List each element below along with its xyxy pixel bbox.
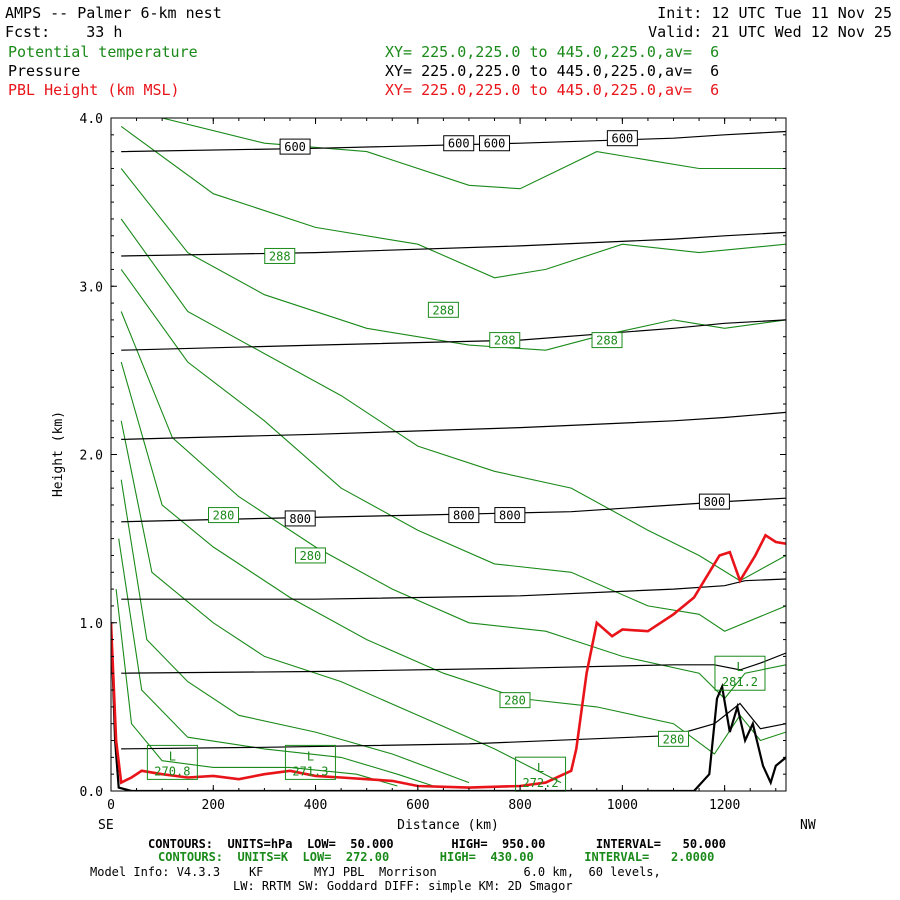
theta-contour-290 <box>120 125 786 279</box>
theta-contour-label: 280 <box>663 732 685 746</box>
pressure-contour-label: 600 <box>484 137 506 151</box>
theta-contour-label: 280 <box>504 694 526 708</box>
y-tick-label: 1.0 <box>80 617 103 632</box>
x-tick-label: 200 <box>202 798 225 813</box>
field-label-theta: Potential temperature <box>8 43 198 61</box>
pressure-contour-700 <box>121 319 786 351</box>
theta-contour-label: 280 <box>213 509 235 523</box>
y-tick-label: 2.0 <box>80 449 103 464</box>
theta-contour-label: 288 <box>494 334 516 348</box>
contour-label-box <box>606 130 638 147</box>
low-center-marker: L <box>537 761 544 775</box>
pressure-contour-850 <box>121 578 786 600</box>
x-tick-label: 800 <box>508 798 531 813</box>
x-axis-label: Distance (km) <box>397 818 499 833</box>
low-center-value: 281.2 <box>722 675 758 689</box>
contour-label-box <box>208 507 239 524</box>
low-center-marker: L <box>307 749 314 763</box>
contour-label-box <box>448 507 480 524</box>
x-tick-label: 1000 <box>607 798 638 813</box>
low-center-box <box>714 655 766 691</box>
pressure-contour-750 <box>121 411 786 440</box>
valid-time: Valid: 21 UTC Wed 12 Nov 25 <box>648 23 892 41</box>
theta-contour-292 <box>161 118 786 190</box>
footer-theta-contours: CONTOURS: UNITS=K LOW= 272.00 HIGH= 430.… <box>158 850 715 864</box>
contour-label-box <box>279 138 311 155</box>
low-center-box <box>146 744 198 780</box>
pressure-contour-label: 600 <box>612 132 634 146</box>
low-center-value: 272.2 <box>522 776 558 790</box>
pressure-contour-label: 800 <box>453 509 475 523</box>
pressure-contour-label: 800 <box>289 512 311 526</box>
contour-label-box <box>264 247 296 264</box>
contour-label-box <box>294 547 326 564</box>
pressure-contour-950 <box>121 702 786 750</box>
theta-contour-280 <box>120 361 786 755</box>
terrain-line <box>111 622 786 791</box>
theta-contour-274 <box>118 538 439 789</box>
theta-contour-label: 288 <box>596 334 618 348</box>
theta-contour-276 <box>120 479 470 784</box>
x-end-label-se: SE <box>98 818 114 833</box>
theta-contour-282 <box>120 311 786 700</box>
contour-label-box <box>427 301 459 318</box>
y-tick-label: 0.0 <box>80 785 103 800</box>
x-tick-label: 0 <box>107 798 115 813</box>
init-time: Init: 12 UTC Tue 11 Nov 25 <box>657 4 892 22</box>
field-label-pressure: Pressure <box>8 62 81 80</box>
contour-label-box <box>489 332 521 349</box>
plot-frame <box>110 117 787 792</box>
pressure-contour-650 <box>121 231 786 257</box>
contour-label-box <box>479 135 511 152</box>
contour-label-box <box>658 730 689 747</box>
low-center-value: 270.8 <box>154 764 190 778</box>
app-title: AMPS -- Palmer 6-km nest <box>5 4 222 22</box>
contour-label-box <box>591 332 623 349</box>
footer-model-info: Model Info: V4.3.3 KF MYJ PBL Morrison 6… <box>90 865 661 879</box>
pressure-contour-label: 800 <box>499 509 521 523</box>
field-xy-pbl: XY= 225.0,225.0 to 445.0,225.0,av= 6 <box>385 81 720 99</box>
y-tick-label: 4.0 <box>80 112 103 127</box>
x-tick-label: 1200 <box>709 798 740 813</box>
footer-pressure-contours: CONTOURS: UNITS=hPa LOW= 50.000 HIGH= 95… <box>148 837 726 851</box>
contour-label-box <box>698 493 730 510</box>
theta-contour-284 <box>120 269 786 632</box>
field-xy-theta: XY= 225.0,225.0 to 445.0,225.0,av= 6 <box>385 43 720 61</box>
x-end-label-nw: NW <box>800 818 816 833</box>
footer-physics-info: LW: RRTM SW: Goddard DIFF: simple KM: 2D… <box>233 879 573 893</box>
low-center-marker: L <box>736 660 743 674</box>
theta-contour-278 <box>120 420 562 784</box>
field-xy-pressure: XY= 225.0,225.0 to 445.0,225.0,av= 6 <box>385 62 720 80</box>
low-center-value: 271.3 <box>292 764 328 778</box>
x-tick-label: 600 <box>406 798 429 813</box>
cross-section-chart: 600 600 600 600 800 800 800 800 288 288 288 288 280 2… <box>51 112 816 833</box>
pressure-contour-label: 600 <box>448 137 470 151</box>
y-axis-label: Height (km) <box>51 411 66 497</box>
theta-contour-286 <box>120 218 786 582</box>
forecast-hour: Fcst: 33 h <box>5 23 123 41</box>
y-tick-label: 3.0 <box>80 280 103 295</box>
contour-label-box <box>284 510 316 527</box>
theta-contour-label: 280 <box>300 549 322 563</box>
contour-label-box <box>443 135 475 152</box>
theta-contour-label: 288 <box>269 249 291 263</box>
x-tick-label: 400 <box>304 798 327 813</box>
contour-label-box <box>499 692 531 709</box>
low-center-box <box>284 744 336 780</box>
contour-label-box <box>494 507 526 524</box>
field-label-pbl: PBL Height (km MSL) <box>8 81 180 99</box>
theta-contour-label: 288 <box>433 303 455 317</box>
pressure-contour-label: 800 <box>704 495 726 509</box>
low-center-marker: L <box>169 749 176 763</box>
pressure-contour-label: 600 <box>284 140 306 154</box>
pressure-contour-900 <box>121 652 786 674</box>
pbl-height-line <box>111 533 786 789</box>
theta-contour-272 <box>115 589 398 787</box>
